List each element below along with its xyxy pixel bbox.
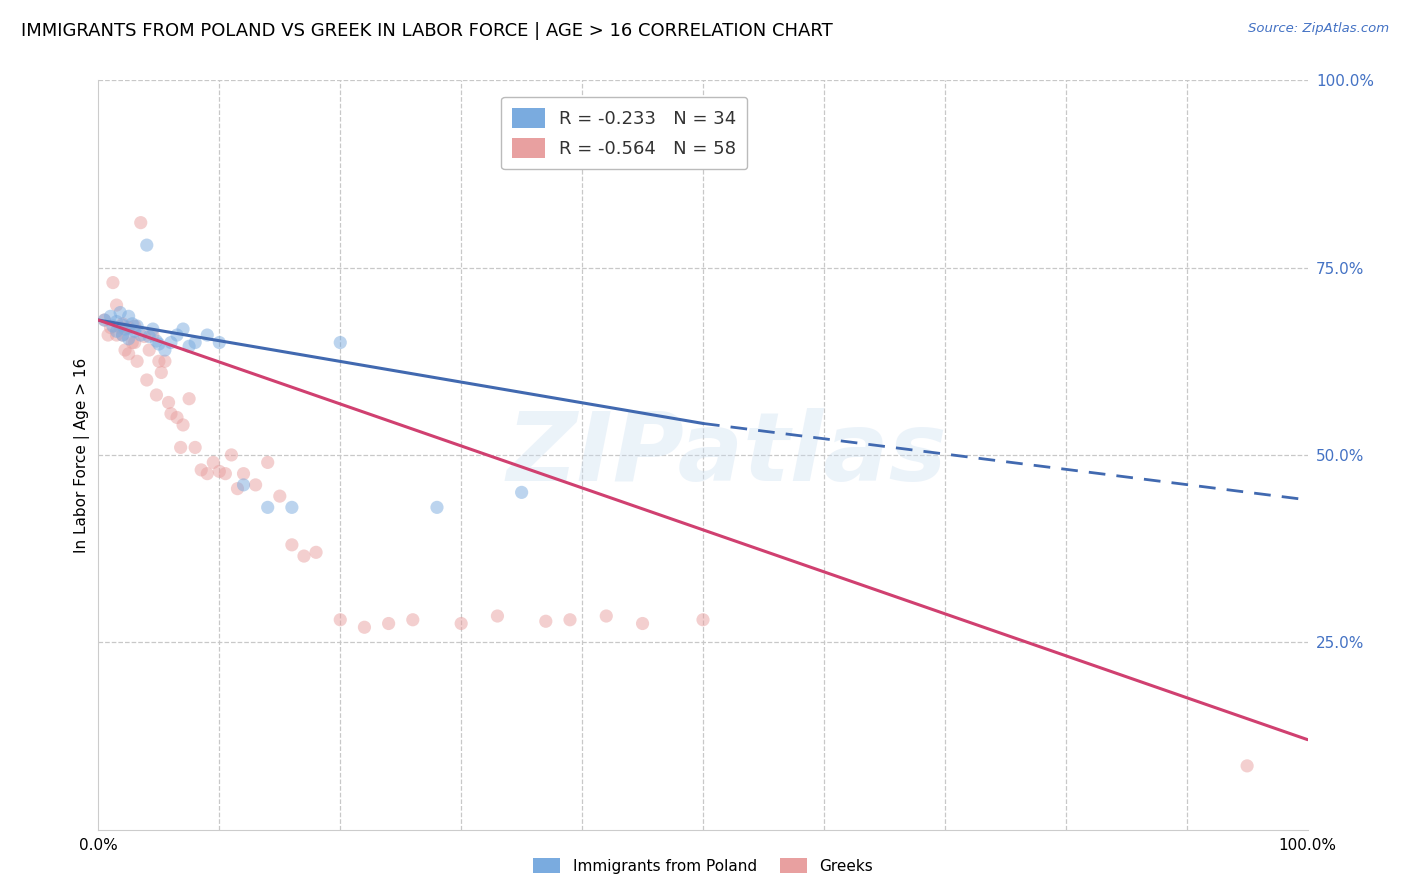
Point xyxy=(93,313,115,327)
Point xyxy=(157,395,180,409)
Point xyxy=(111,318,134,333)
Point xyxy=(129,328,152,343)
Point xyxy=(127,319,149,334)
Point xyxy=(145,334,167,348)
Point xyxy=(127,354,149,368)
Point xyxy=(105,328,128,343)
Point xyxy=(450,616,472,631)
Point xyxy=(226,482,249,496)
Point xyxy=(135,238,157,252)
Point xyxy=(97,328,120,343)
Point xyxy=(160,335,183,350)
Point xyxy=(93,313,115,327)
Point xyxy=(595,609,617,624)
Point xyxy=(202,455,225,469)
Point xyxy=(166,328,188,343)
Point xyxy=(111,317,134,331)
Point xyxy=(138,343,160,357)
Point xyxy=(214,467,236,481)
Point xyxy=(118,347,141,361)
Point xyxy=(124,335,146,350)
Point xyxy=(129,216,152,230)
Point xyxy=(101,319,124,334)
Point xyxy=(195,467,218,481)
Point xyxy=(114,322,136,336)
Point xyxy=(305,545,328,559)
Point xyxy=(153,354,176,368)
Point xyxy=(631,616,654,631)
Point xyxy=(184,441,207,455)
Point xyxy=(208,335,231,350)
Point xyxy=(558,613,581,627)
Point xyxy=(150,366,173,380)
Point xyxy=(138,329,160,343)
Point xyxy=(111,328,134,343)
Point xyxy=(184,335,207,350)
Point xyxy=(124,324,146,338)
Point xyxy=(692,613,714,627)
Point xyxy=(510,485,533,500)
Text: ZIPatlas: ZIPatlas xyxy=(508,409,948,501)
Point xyxy=(148,354,170,368)
Point xyxy=(256,455,278,469)
Point xyxy=(134,329,156,343)
Point xyxy=(232,478,254,492)
Point xyxy=(281,538,304,552)
Point xyxy=(111,328,134,343)
Point xyxy=(256,500,278,515)
Point xyxy=(169,441,191,455)
Point xyxy=(124,319,146,334)
Point xyxy=(172,417,194,432)
Point xyxy=(118,320,141,334)
Point xyxy=(329,613,352,627)
Point xyxy=(179,392,201,406)
Point xyxy=(105,298,128,312)
Point xyxy=(142,322,165,336)
Legend: Immigrants from Poland, Greeks: Immigrants from Poland, Greeks xyxy=(527,852,879,880)
Point xyxy=(153,343,176,357)
Point xyxy=(142,328,165,343)
Point xyxy=(145,388,167,402)
Point xyxy=(100,320,122,334)
Point xyxy=(377,616,399,631)
Point xyxy=(353,620,375,634)
Point xyxy=(118,332,141,346)
Point xyxy=(195,328,218,343)
Point xyxy=(269,489,291,503)
Y-axis label: In Labor Force | Age > 16: In Labor Force | Age > 16 xyxy=(75,358,90,552)
Point xyxy=(426,500,449,515)
Point xyxy=(221,448,243,462)
Point xyxy=(108,320,131,334)
Point xyxy=(402,613,425,627)
Point xyxy=(118,310,141,324)
Legend: R = -0.233   N = 34, R = -0.564   N = 58: R = -0.233 N = 34, R = -0.564 N = 58 xyxy=(502,97,748,169)
Point xyxy=(179,339,201,353)
Point xyxy=(486,609,509,624)
Point xyxy=(114,343,136,357)
Point xyxy=(232,467,254,481)
Point xyxy=(108,305,131,319)
Point xyxy=(105,314,128,328)
Point xyxy=(101,276,124,290)
Text: IMMIGRANTS FROM POLAND VS GREEK IN LABOR FORCE | AGE > 16 CORRELATION CHART: IMMIGRANTS FROM POLAND VS GREEK IN LABOR… xyxy=(21,22,832,40)
Point xyxy=(166,410,188,425)
Point xyxy=(208,464,231,478)
Point xyxy=(100,310,122,324)
Point xyxy=(329,335,352,350)
Point xyxy=(281,500,304,515)
Point xyxy=(160,407,183,421)
Text: Source: ZipAtlas.com: Source: ZipAtlas.com xyxy=(1249,22,1389,36)
Point xyxy=(292,549,315,563)
Point xyxy=(190,463,212,477)
Point xyxy=(1236,759,1258,773)
Point xyxy=(121,335,143,350)
Point xyxy=(135,373,157,387)
Point xyxy=(245,478,267,492)
Point xyxy=(172,322,194,336)
Point xyxy=(534,614,557,628)
Point xyxy=(105,324,128,338)
Point xyxy=(148,337,170,351)
Point xyxy=(121,317,143,331)
